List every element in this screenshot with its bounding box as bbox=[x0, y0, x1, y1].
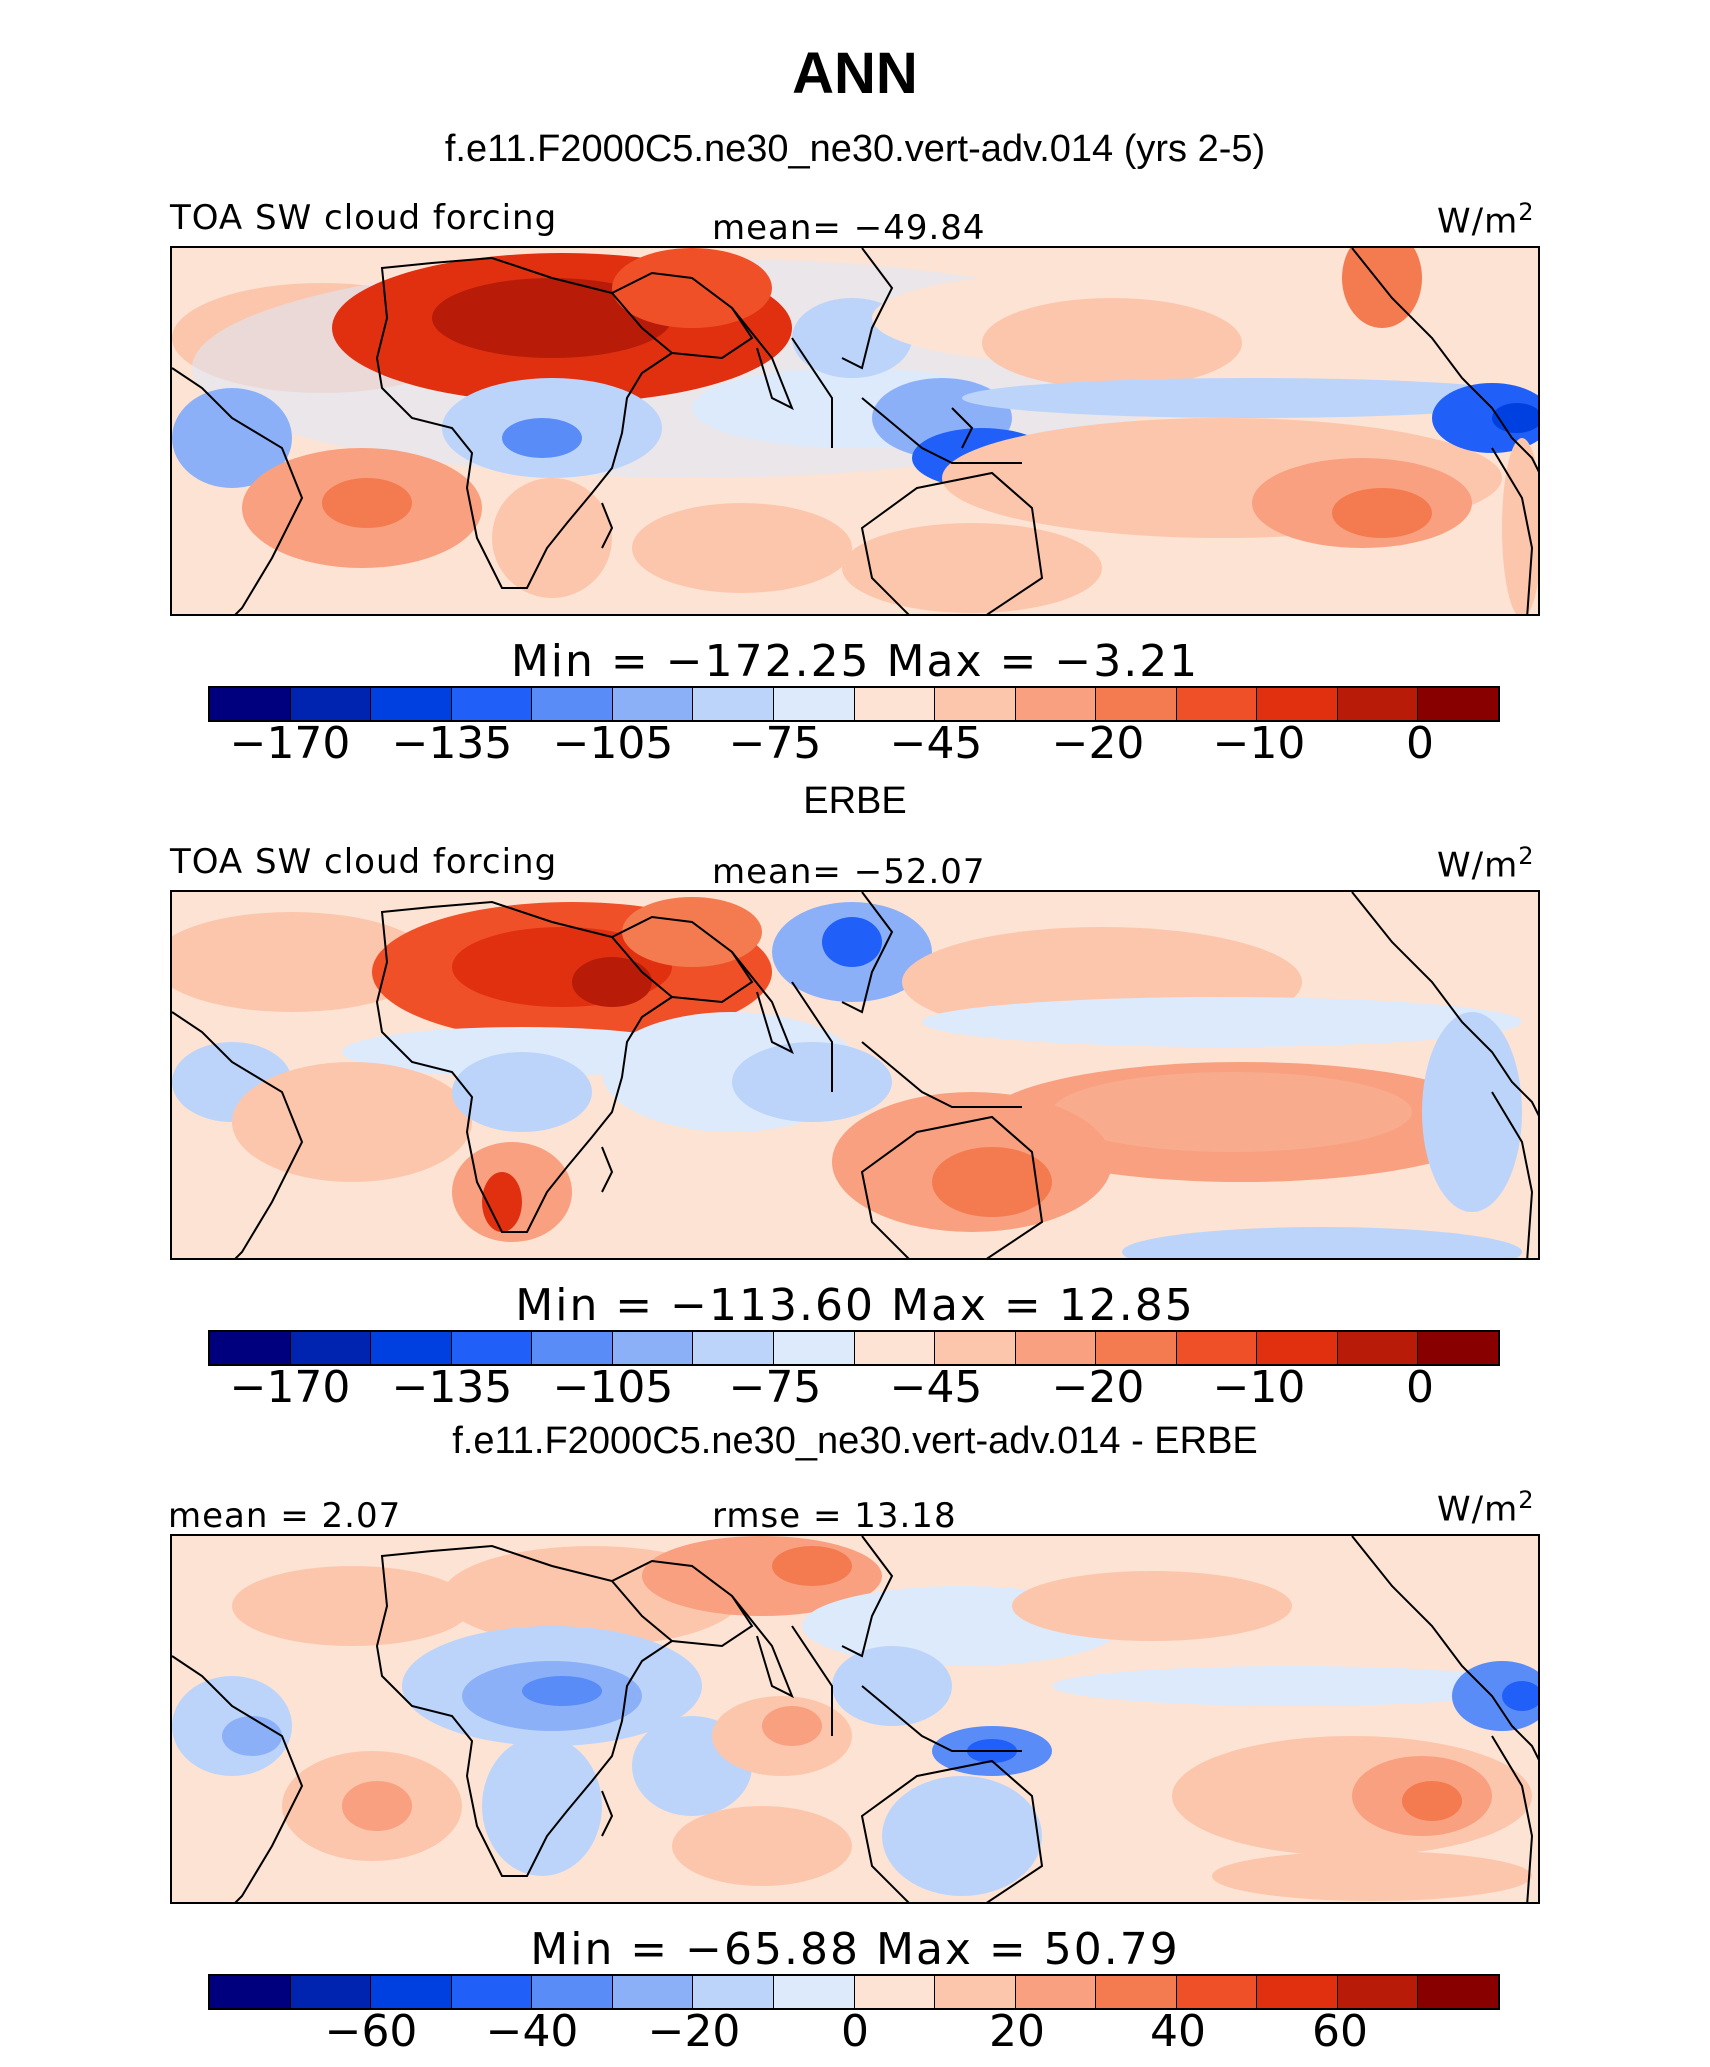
panel-3-colorbar-tick: −40 bbox=[485, 2006, 579, 2057]
panel-2-variable-label: TOA SW cloud forcing bbox=[170, 842, 558, 882]
panel-2-colorbar bbox=[208, 1330, 1500, 1366]
colorbar-swatch bbox=[1337, 688, 1419, 720]
colorbar-swatch bbox=[693, 1332, 774, 1364]
colorbar-swatch bbox=[290, 1976, 372, 2008]
panel-2-colorbar-tick: −10 bbox=[1212, 1362, 1306, 1413]
colorbar-swatch bbox=[1176, 688, 1258, 720]
colorbar-swatch bbox=[693, 1976, 774, 2008]
colorbar-swatch bbox=[371, 1976, 452, 2008]
colorbar-swatch bbox=[612, 1976, 694, 2008]
colorbar-swatch bbox=[1015, 688, 1097, 720]
colorbar-swatch bbox=[451, 688, 533, 720]
panel-3-map bbox=[170, 1534, 1540, 1904]
panel-1-colorbar-tick: 0 bbox=[1406, 718, 1434, 769]
colorbar-swatch bbox=[854, 1332, 936, 1364]
panel-1-map-svg bbox=[172, 248, 1538, 614]
colorbar-swatch bbox=[1015, 1332, 1097, 1364]
colorbar-swatch bbox=[854, 688, 936, 720]
panel-2-colorbar-tick: 0 bbox=[1406, 1362, 1434, 1413]
colorbar-swatch bbox=[1418, 1976, 1498, 2008]
colorbar-swatch bbox=[290, 1332, 372, 1364]
panel-1-colorbar-tick: −45 bbox=[889, 718, 983, 769]
panel-1-colorbar-tick: −105 bbox=[552, 718, 674, 769]
colorbar-swatch bbox=[210, 688, 291, 720]
colorbar-swatch bbox=[935, 1976, 1016, 2008]
panel-1-minmax: Min = −172.25 Max = −3.21 bbox=[510, 636, 1200, 687]
colorbar-swatch bbox=[1176, 1976, 1258, 2008]
panel-1-colorbar-tick: −20 bbox=[1051, 718, 1145, 769]
panel-3-units: W/m2 bbox=[1437, 1486, 1535, 1530]
panel-2-minmax: Min = −113.60 Max = 12.85 bbox=[515, 1280, 1195, 1331]
colorbar-swatch bbox=[371, 1332, 452, 1364]
panel-3-colorbar-tick: −60 bbox=[324, 2006, 418, 2057]
colorbar-swatch bbox=[1337, 1976, 1419, 2008]
colorbar-swatch bbox=[210, 1332, 291, 1364]
panel-1-variable-label: TOA SW cloud forcing bbox=[170, 198, 558, 238]
panel-2-colorbar-tick: −105 bbox=[552, 1362, 674, 1413]
panel-1-colorbar-tick: −10 bbox=[1212, 718, 1306, 769]
colorbar-swatch bbox=[371, 688, 452, 720]
panel-3-header: f.e11.F2000C5.ne30_ne30.vert-adv.014 - E… bbox=[452, 1420, 1258, 1462]
colorbar-swatch bbox=[1096, 688, 1177, 720]
panel-3-rmse-label: rmse = 13.18 bbox=[712, 1496, 957, 1536]
panel-1-colorbar-tick: −135 bbox=[391, 718, 513, 769]
panel-1-colorbar-tick: −75 bbox=[728, 718, 822, 769]
panel-1-colorbar-tick: −170 bbox=[229, 718, 351, 769]
panel-2-colorbar-tick: −45 bbox=[889, 1362, 983, 1413]
panel-2-header: ERBE bbox=[803, 780, 907, 822]
panel-1-mean-label: mean= −49.84 bbox=[712, 208, 986, 248]
colorbar-swatch bbox=[532, 1332, 613, 1364]
panel-2-map-svg bbox=[172, 892, 1538, 1258]
colorbar-swatch bbox=[1337, 1332, 1419, 1364]
colorbar-swatch bbox=[773, 1332, 855, 1364]
colorbar-swatch bbox=[935, 688, 1016, 720]
panel-2-colorbar-tick: −170 bbox=[229, 1362, 351, 1413]
panel-2-colorbar-tick: −20 bbox=[1051, 1362, 1145, 1413]
panel-3-colorbar-tick: 60 bbox=[1312, 2006, 1368, 2057]
panel-3-colorbar-tick: −20 bbox=[647, 2006, 741, 2057]
colorbar-swatch bbox=[935, 1332, 1016, 1364]
colorbar-swatch bbox=[612, 1332, 694, 1364]
colorbar-swatch bbox=[854, 1976, 936, 2008]
panel-1-header: f.e11.F2000C5.ne30_ne30.vert-adv.014 (yr… bbox=[444, 128, 1266, 170]
colorbar-swatch bbox=[1096, 1976, 1177, 2008]
colorbar-swatch bbox=[532, 688, 613, 720]
colorbar-swatch bbox=[693, 688, 774, 720]
panel-1-units: W/m2 bbox=[1437, 198, 1535, 242]
panel-3-colorbar-tick: 0 bbox=[841, 2006, 869, 2057]
colorbar-swatch bbox=[1257, 1976, 1338, 2008]
colorbar-swatch bbox=[1418, 1332, 1498, 1364]
panel-1-colorbar bbox=[208, 686, 1500, 722]
colorbar-swatch bbox=[532, 1976, 613, 2008]
colorbar-swatch bbox=[1418, 688, 1498, 720]
colorbar-swatch bbox=[210, 1976, 291, 2008]
panel-3-colorbar bbox=[208, 1974, 1500, 2010]
colorbar-swatch bbox=[1015, 1976, 1097, 2008]
main-title: ANN bbox=[792, 41, 918, 106]
panel-3-map-svg bbox=[172, 1536, 1538, 1902]
colorbar-swatch bbox=[290, 688, 372, 720]
colorbar-swatch bbox=[1176, 1332, 1258, 1364]
colorbar-swatch bbox=[1257, 688, 1338, 720]
colorbar-swatch bbox=[773, 1976, 855, 2008]
panel-3-minmax: Min = −65.88 Max = 50.79 bbox=[530, 1924, 1180, 1975]
panel-2-map bbox=[170, 890, 1540, 1260]
panel-3-colorbar-tick: 40 bbox=[1150, 2006, 1206, 2057]
colorbar-swatch bbox=[773, 688, 855, 720]
colorbar-swatch bbox=[451, 1332, 533, 1364]
colorbar-swatch bbox=[612, 688, 694, 720]
panel-3-colorbar-tick: 20 bbox=[989, 2006, 1045, 2057]
colorbar-swatch bbox=[1257, 1332, 1338, 1364]
panel-2-colorbar-tick: −135 bbox=[391, 1362, 513, 1413]
panel-1-map bbox=[170, 246, 1540, 616]
panel-2-mean-label: mean= −52.07 bbox=[712, 852, 986, 892]
colorbar-swatch bbox=[1096, 1332, 1177, 1364]
panel-3-mean-label: mean = 2.07 bbox=[168, 1496, 402, 1536]
panel-2-units: W/m2 bbox=[1437, 842, 1535, 886]
panel-2-colorbar-tick: −75 bbox=[728, 1362, 822, 1413]
colorbar-swatch bbox=[451, 1976, 533, 2008]
